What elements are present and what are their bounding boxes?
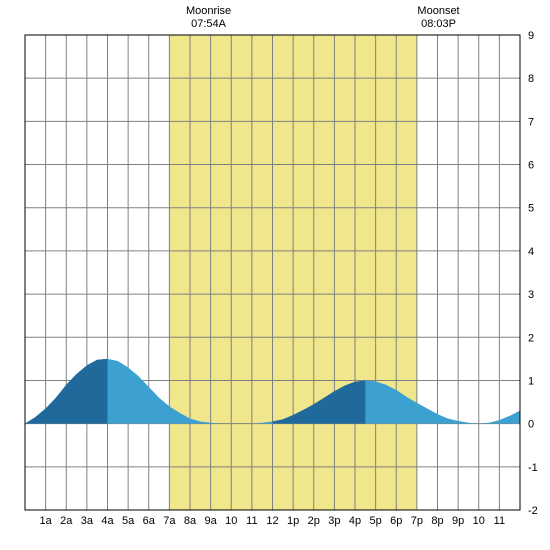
x-tick-label: 7p [411,515,423,527]
x-tick-label: 12 [266,515,278,527]
x-tick-label: 8p [431,515,443,527]
x-tick-label: 6a [143,515,156,527]
y-tick-label: 5 [528,203,534,215]
y-tick-label: 4 [528,246,534,258]
moonrise-time: 07:54A [191,18,227,30]
chart-svg: 1a2a3a4a5a6a7a8a9a1011121p2p3p4p5p6p7p8p… [0,0,550,550]
x-tick-label: 1a [40,515,53,527]
y-tick-label: 6 [528,160,534,172]
x-tick-label: 11 [494,515,505,527]
y-tick-label: 1 [528,375,534,387]
x-tick-label: 3p [328,515,340,527]
x-tick-label: 5a [122,515,135,527]
y-tick-label: 7 [528,116,534,128]
x-tick-label: 10 [473,515,485,527]
x-tick-label: 7a [163,515,176,527]
x-tick-label: 5p [370,515,382,527]
x-tick-label: 8a [184,515,197,527]
x-tick-label: 9p [452,515,464,527]
moonrise-title: Moonrise [186,5,231,17]
x-tick-label: 3a [81,515,94,527]
x-tick-label: 4p [349,515,361,527]
x-tick-label: 10 [225,515,237,527]
moonset-title: Moonset [417,5,459,17]
y-tick-label: 3 [528,289,534,301]
y-tick-label: 9 [528,30,534,42]
x-tick-label: 2p [308,515,320,527]
x-tick-label: 1p [287,515,299,527]
moonset-time: 08:03P [421,18,456,30]
x-tick-label: 4a [101,515,114,527]
y-tick-label: 2 [528,332,534,344]
tide-chart: 1a2a3a4a5a6a7a8a9a1011121p2p3p4p5p6p7p8p… [0,0,550,550]
y-tick-label: -2 [528,505,538,517]
y-tick-label: -1 [528,462,538,474]
x-tick-label: 6p [390,515,402,527]
x-tick-label: 2a [60,515,73,527]
y-tick-label: 0 [528,419,534,431]
y-tick-label: 8 [528,73,534,85]
x-tick-label: 11 [246,515,257,527]
x-tick-label: 9a [205,515,218,527]
